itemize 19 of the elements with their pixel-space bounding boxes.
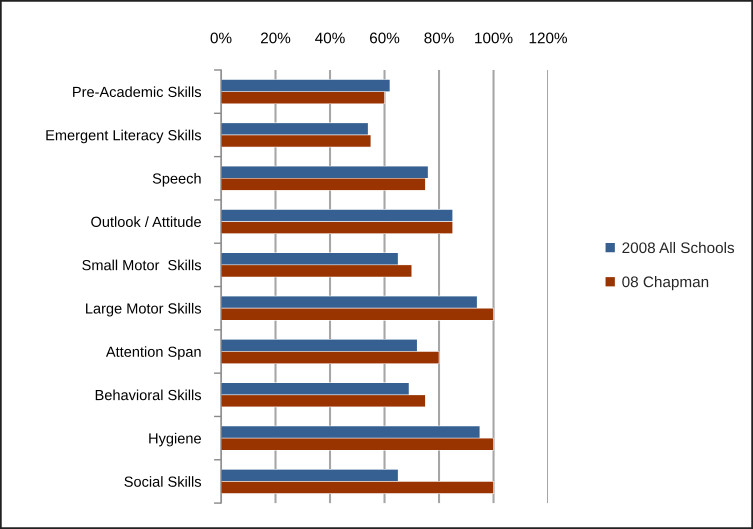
x-tick-label: 60% — [370, 32, 400, 44]
x-tick-label: 120% — [530, 32, 568, 44]
x-tick-label: 20% — [260, 32, 290, 44]
legend-label: 08 Chapman — [622, 276, 708, 290]
y-tick-label: Behavioral Skills — [96, 390, 202, 400]
y-tick-label: Pre-Academic Skills — [73, 86, 202, 98]
x-tick-label: 40% — [315, 32, 345, 44]
legend-label: 2008 All Schools — [622, 242, 734, 254]
x-tick-label: 80% — [424, 32, 454, 44]
y-tick-label: Outlook / Attitude — [91, 216, 201, 227]
y-tick-label: Attention Span — [106, 346, 201, 360]
y-tick-label: Large Motor Skills — [86, 302, 202, 316]
y-tick-label: Speech — [152, 172, 201, 187]
y-tick-label: Hygiene — [149, 432, 201, 446]
y-tick-label: Social Skills — [124, 476, 202, 487]
y-tick-label: Small Motor Skills — [82, 260, 202, 270]
y-tick-label: Emergent Literacy Skills — [46, 130, 202, 144]
x-tick-label: 0% — [210, 32, 232, 44]
x-tick-label: 100% — [475, 32, 513, 44]
